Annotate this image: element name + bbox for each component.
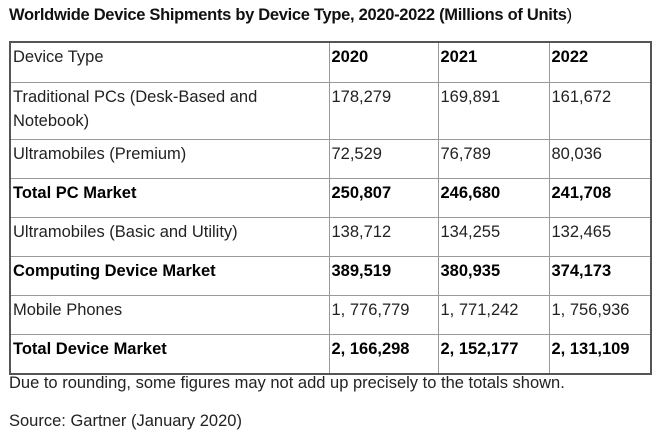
row-label: Ultramobiles (Basic and Utility) — [9, 217, 330, 257]
table-row: Computing Device Market 389,519 380,935 374… — [9, 256, 652, 296]
title-paren: ) — [566, 6, 573, 24]
header-cell: 2020 — [328, 41, 439, 83]
title-text: Worldwide Device Shipments by Device Typ… — [9, 6, 567, 24]
value-cell: 241,708 — [548, 178, 652, 218]
row-label: Computing Device Market — [9, 256, 330, 296]
table-title: Worldwide Device Shipments by Device Typ… — [9, 6, 572, 25]
rounding-note: Due to rounding, some figures may not ad… — [9, 374, 565, 392]
row-label: Ultramobiles (Premium) — [9, 139, 330, 179]
value-cell: 374,173 — [548, 256, 652, 296]
header-cell: 2021 — [437, 41, 550, 83]
table-row: Traditional PCs (Desk-Based and Notebook… — [9, 82, 652, 140]
value-cell: 132,465 — [548, 217, 652, 257]
value-cell: 76,789 — [437, 139, 550, 179]
value-cell: 138,712 — [328, 217, 439, 257]
table-row: Mobile Phones 1, 776,779 1, 771,242 1, 756,… — [9, 295, 652, 335]
header-cell: 2022 — [548, 41, 652, 83]
value-cell: 169,891 — [437, 82, 550, 140]
value-cell: 389,519 — [328, 256, 439, 296]
value-cell: 134,255 — [437, 217, 550, 257]
value-cell: 72,529 — [328, 139, 439, 179]
row-label: Traditional PCs (Desk-Based and Notebook… — [9, 82, 330, 140]
value-cell: 1, 776,779 — [328, 295, 439, 335]
table-row: Total PC Market 250,807 246,680 241,708 — [9, 178, 652, 218]
value-cell: 80,036 — [548, 139, 652, 179]
row-label: Mobile Phones — [9, 295, 330, 335]
value-cell: 2, 152,177 — [437, 334, 550, 375]
table-row: Ultramobiles (Premium) 72,529 76,789 80,036 — [9, 139, 652, 179]
table-row: Total Device Market 2, 166,298 2, 152,177 2… — [9, 334, 652, 375]
value-cell: 1, 771,242 — [437, 295, 550, 335]
row-label: Total Device Market — [9, 334, 330, 375]
value-cell: 161,672 — [548, 82, 652, 140]
value-cell: 178,279 — [328, 82, 439, 140]
source-note: Source: Gartner (January 2020) — [9, 412, 242, 430]
value-cell: 2, 166,298 — [328, 334, 439, 375]
shipments-table: Device Type 2020 2021 2022 Traditional P… — [9, 41, 652, 375]
table-header-row: Device Type 2020 2021 2022 — [9, 41, 652, 83]
value-cell: 246,680 — [437, 178, 550, 218]
value-cell: 1, 756,936 — [548, 295, 652, 335]
row-label: Total PC Market — [9, 178, 330, 218]
table-row: Ultramobiles (Basic and Utility) 138,712 1… — [9, 217, 652, 257]
value-cell: 250,807 — [328, 178, 439, 218]
value-cell: 380,935 — [437, 256, 550, 296]
value-cell: 2, 131,109 — [548, 334, 652, 375]
header-cell: Device Type — [9, 41, 330, 83]
